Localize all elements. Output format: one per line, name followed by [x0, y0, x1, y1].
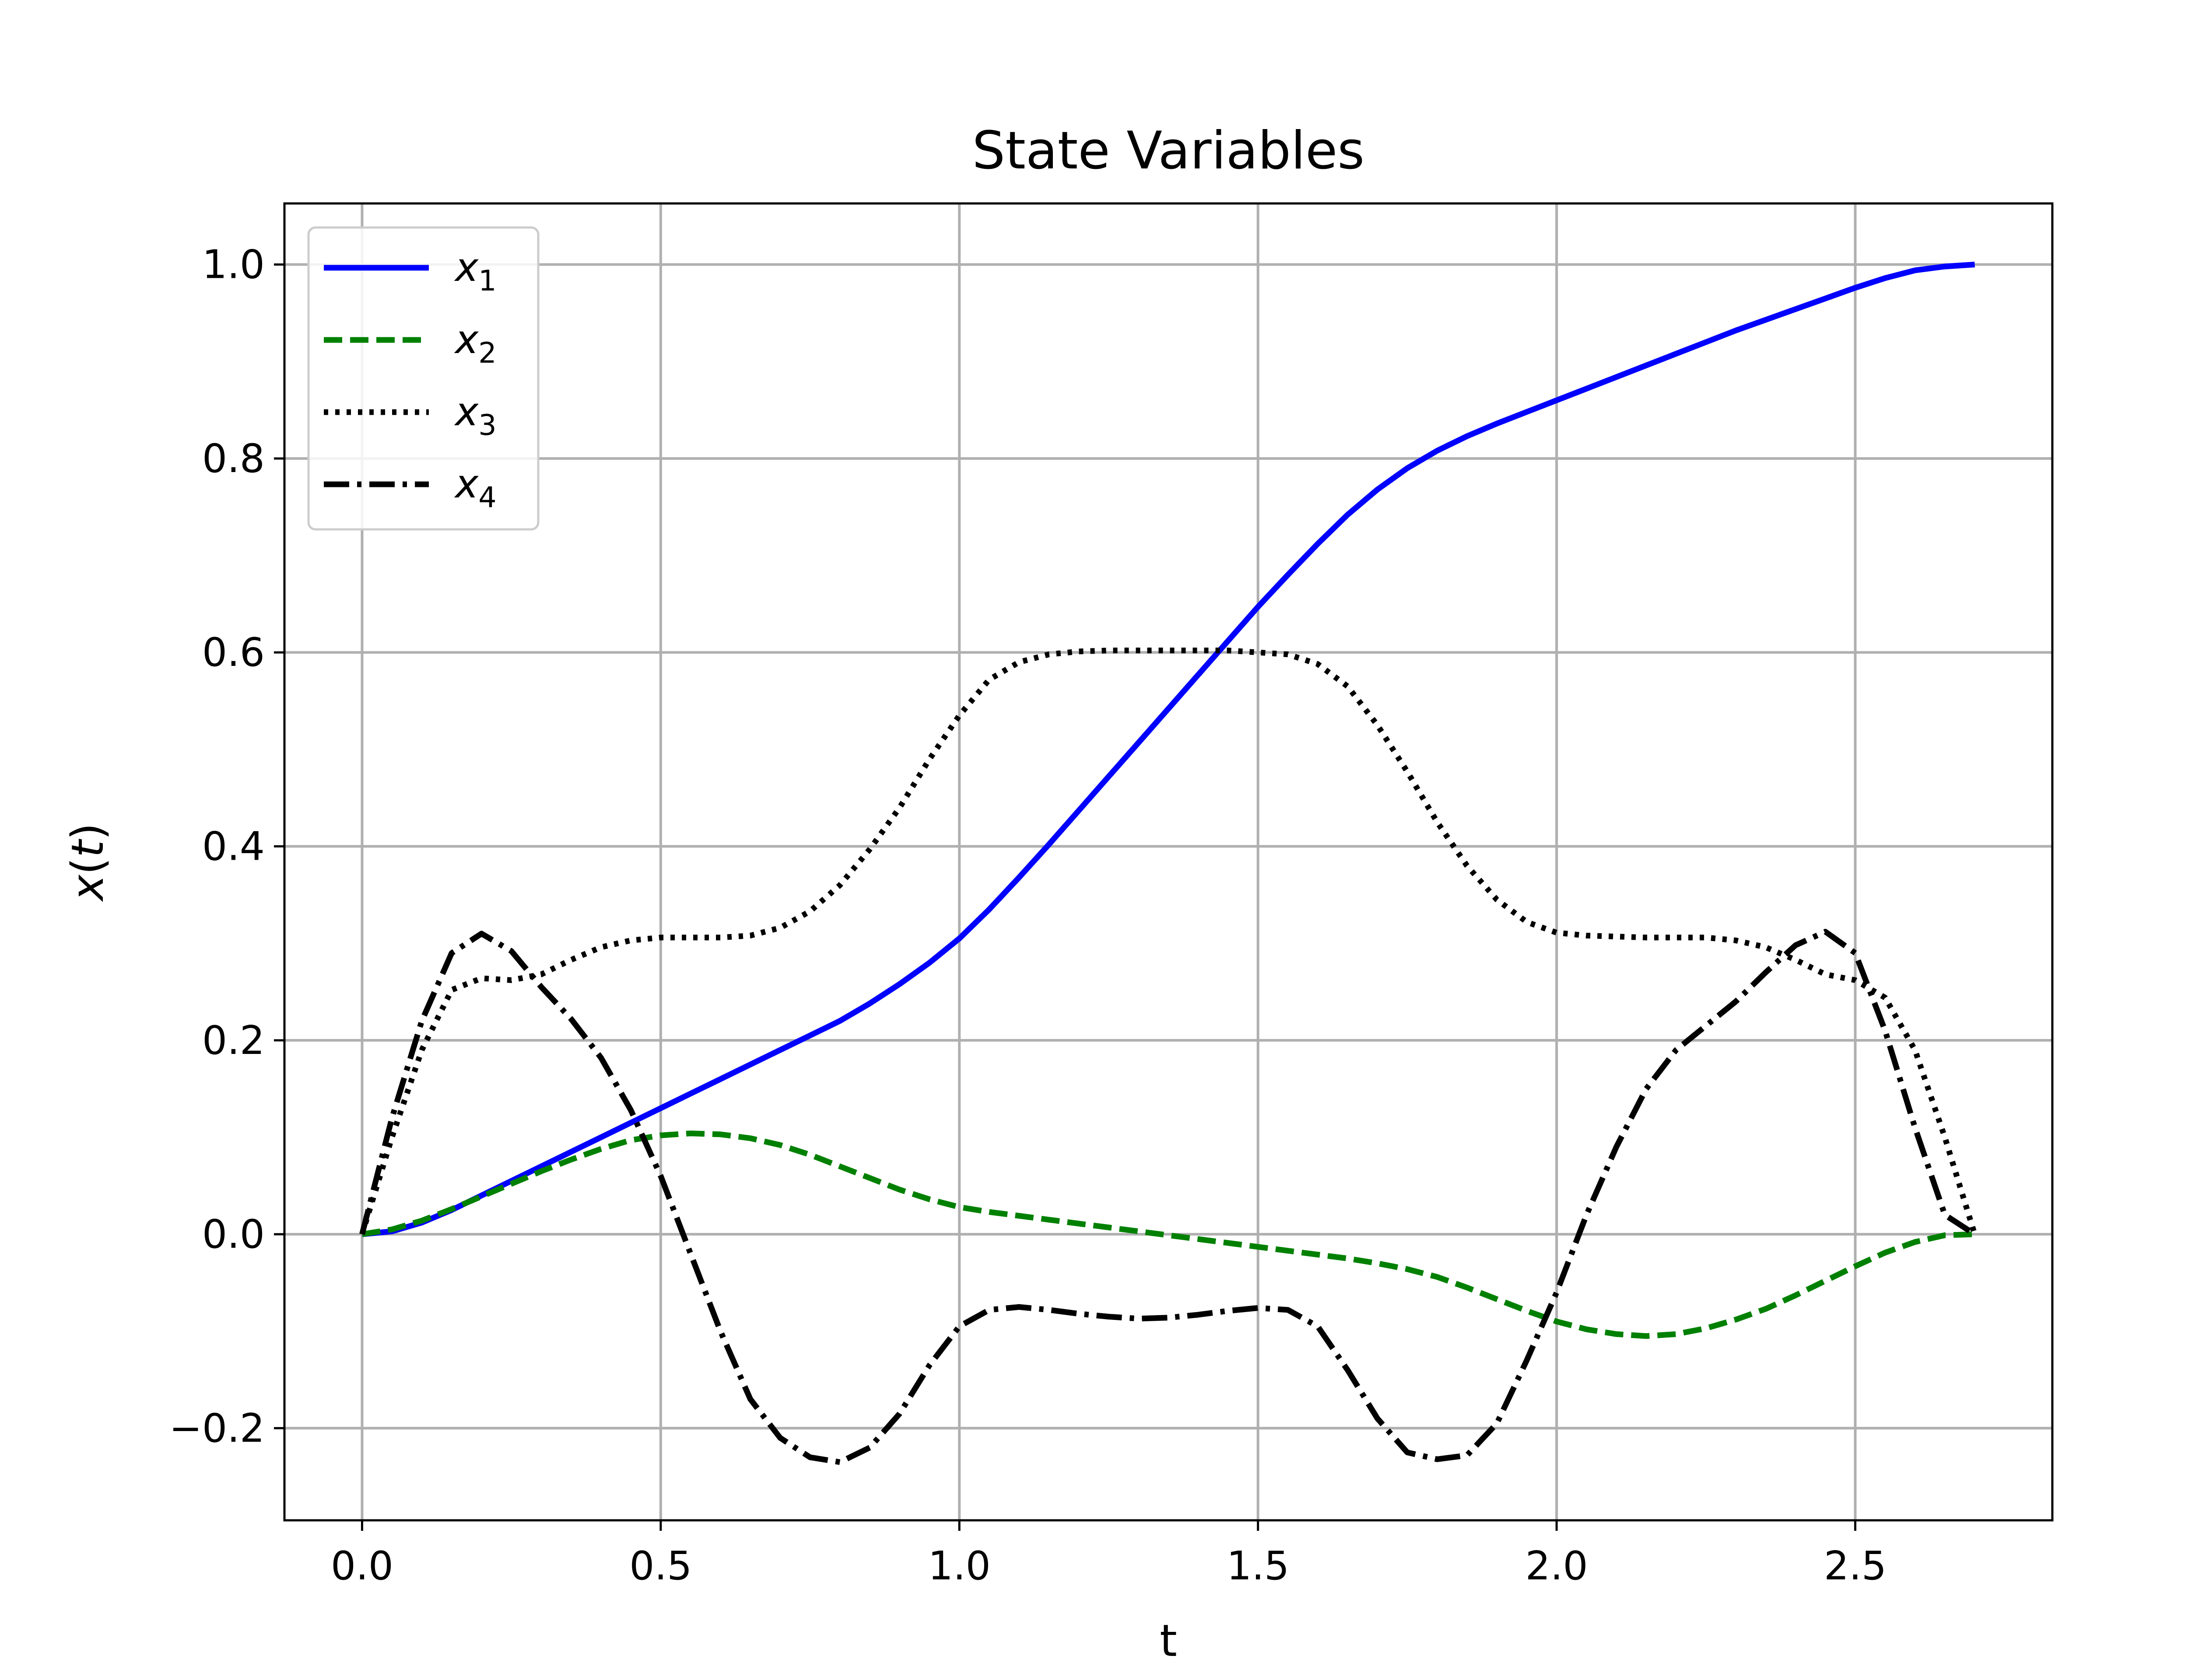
legend-label-base: x	[454, 461, 479, 507]
legend-label-x1: x1	[454, 245, 497, 298]
x-tick-label: 0.0	[331, 1543, 393, 1589]
y-axis-label: x(t)	[62, 823, 113, 902]
y-axis-label-close: )	[62, 823, 113, 840]
legend-label-sub: 3	[478, 409, 496, 442]
y-axis-label-open: (	[62, 858, 113, 875]
y-tick-label: −0.2	[169, 1405, 265, 1451]
y-tick-label: 0.2	[202, 1018, 265, 1064]
chart-title: State Variables	[972, 121, 1365, 181]
legend-label-base: x	[454, 317, 479, 363]
y-tick-label: 0.4	[202, 824, 265, 870]
axis-ticks: 0.0 0.5 1.0 1.5 2.0 2.5 −0.2 0.0 0.2 0.4 0.6 0.8 1.0	[169, 242, 1886, 1589]
legend-label-x3: x3	[454, 389, 497, 442]
y-tick-label: 0.0	[202, 1211, 265, 1257]
y-axis-label-arg: t	[62, 839, 113, 858]
legend-label-sub: 1	[478, 265, 496, 298]
legend-label-base: x	[454, 389, 479, 435]
x-tick-label: 2.0	[1525, 1543, 1588, 1589]
series-line-x1	[361, 262, 1975, 1237]
y-tick-label: 1.0	[202, 242, 265, 288]
x-tick-label: 2.5	[1824, 1543, 1886, 1589]
plot-frame	[283, 202, 2054, 1522]
x-tick-label: 0.5	[629, 1543, 692, 1589]
y-axis-label-var: x	[62, 874, 113, 902]
series-lines	[359, 262, 1978, 1465]
legend-label-base: x	[454, 245, 479, 290]
y-tick-label: 0.8	[202, 436, 265, 482]
series-line-x4	[359, 929, 1977, 1465]
x-tick-label: 1.5	[1227, 1543, 1289, 1589]
legend-box	[307, 226, 540, 531]
legend-label-x2: x2	[454, 317, 497, 370]
x-tick-label: 1.0	[928, 1543, 991, 1589]
grid-lines	[284, 203, 2052, 1520]
y-tick-label: 0.6	[202, 630, 265, 676]
legend-label-x4: x4	[454, 461, 497, 514]
x-axis-label: t	[1160, 1615, 1177, 1666]
legend-label-sub: 4	[478, 481, 496, 514]
legend-label-sub: 2	[478, 337, 496, 370]
